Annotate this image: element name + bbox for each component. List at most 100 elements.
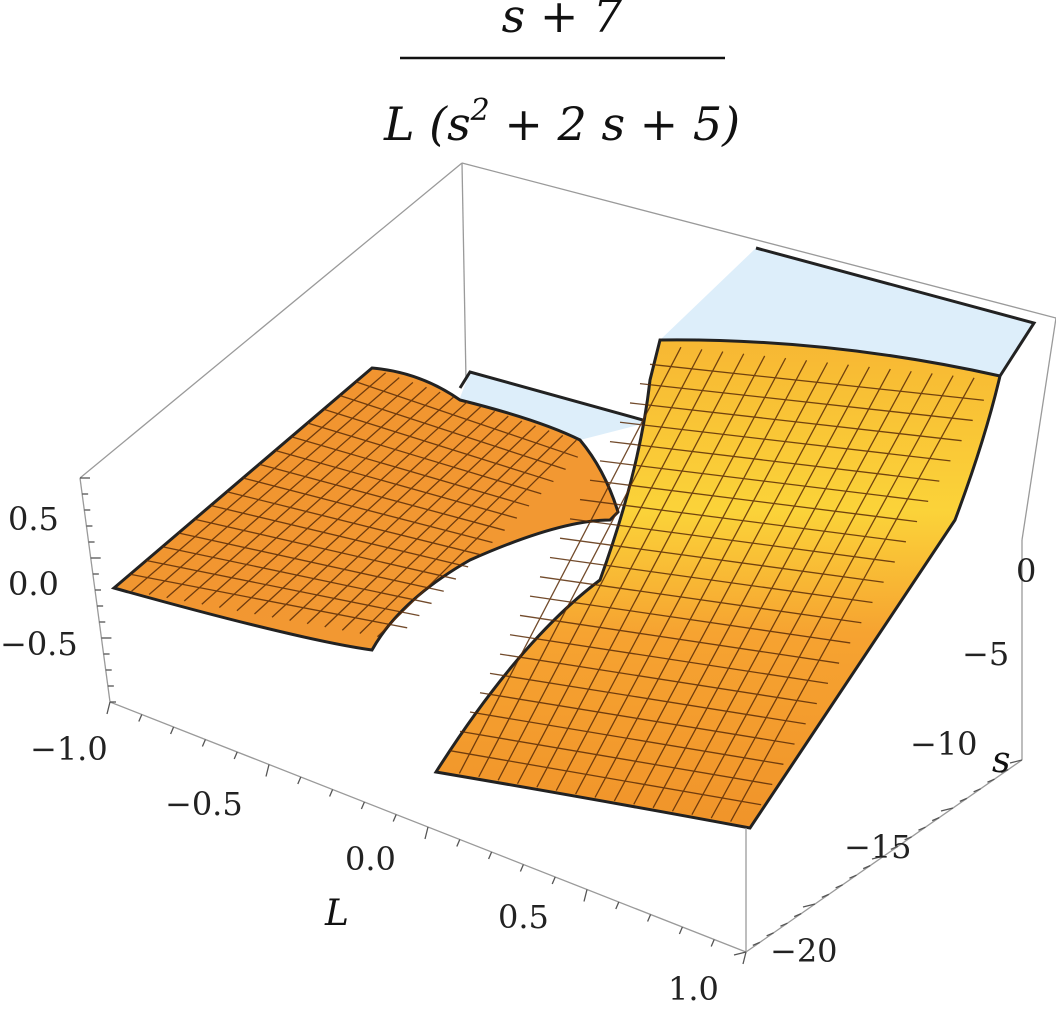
tick-mark (918, 826, 926, 831)
tick-mark (519, 864, 524, 872)
tick-mark (138, 714, 143, 722)
mesh-line (479, 692, 795, 745)
mesh-line (619, 421, 951, 462)
mesh-line (569, 518, 895, 563)
tick-mark (233, 751, 238, 760)
tick-mark (733, 951, 747, 956)
mesh-line (194, 518, 457, 580)
mesh-line (355, 381, 579, 458)
s-tick-label: −10 (910, 725, 978, 763)
tick-mark (973, 788, 981, 793)
tick-marks (80, 477, 1023, 965)
tick-mark (360, 801, 365, 810)
tick-mark (793, 913, 802, 918)
mesh-line (275, 449, 518, 519)
right-surface (433, 338, 1002, 830)
tick-mark (456, 839, 461, 847)
s-axis-label: s (992, 740, 1010, 781)
s-tick-label: −5 (962, 635, 1009, 673)
z-tick-label: −0.5 (0, 625, 78, 663)
mesh-line (226, 491, 481, 556)
tick-mark (297, 776, 302, 785)
mesh-line (549, 556, 873, 604)
tick-mark (170, 726, 175, 735)
l-tick-label: −1.0 (30, 730, 108, 768)
l-tick-label: 1.0 (668, 970, 719, 1008)
tick-mark (849, 874, 857, 879)
mesh-line (459, 730, 773, 786)
mesh-line (339, 394, 566, 470)
tick-mark (959, 797, 968, 802)
title-denominator-rest: + 2 s + 5) (490, 97, 740, 151)
tick-mark (904, 836, 912, 841)
z-tick-label: 0.0 (8, 565, 59, 603)
mesh-line (609, 440, 940, 482)
tick-mark (890, 845, 899, 850)
mesh-line (130, 573, 408, 629)
tick-mark (265, 764, 270, 777)
z-tick-label: 0.5 (8, 500, 59, 538)
mesh-line (210, 504, 469, 568)
tick-mark (931, 817, 940, 822)
mesh-line (291, 436, 530, 507)
tick-mark (766, 932, 774, 937)
mesh-line (449, 750, 762, 806)
tick-mark (106, 701, 111, 715)
tick-mark (871, 855, 885, 860)
left-clip-edge (458, 370, 651, 424)
l-axis-label: L (324, 893, 349, 934)
tick-mark (647, 914, 652, 922)
tick-mark (551, 876, 556, 885)
right-clip-edge (755, 246, 1037, 377)
tick-mark (742, 951, 747, 965)
mesh-line (323, 408, 554, 483)
mesh-line (178, 532, 444, 592)
l-tick-label: 0.5 (498, 898, 549, 936)
mesh-line (146, 559, 420, 617)
tick-mark (710, 939, 715, 947)
tick-mark (488, 851, 493, 860)
mesh-line (242, 477, 493, 544)
mesh-line (599, 460, 929, 503)
mesh-line (307, 422, 542, 495)
s-tick-label: 0 (1016, 552, 1036, 590)
l-tick-label: −0.5 (165, 785, 243, 823)
l-axis: −1.0 −0.5 0.0 0.5 1.0 L (30, 730, 719, 1008)
tick-mark (835, 884, 843, 889)
tick-mark (940, 807, 954, 812)
title-denominator-prefix: L ( (383, 97, 448, 151)
tick-mark (780, 922, 788, 927)
left-clipped-top (456, 372, 650, 440)
mesh-line (539, 576, 862, 624)
s-tick-label: −20 (770, 932, 838, 970)
mesh-line (579, 498, 906, 543)
mesh-line (649, 363, 984, 401)
tick-mark (862, 865, 871, 870)
mesh-line (519, 614, 840, 664)
tick-mark (802, 903, 816, 908)
mesh-line (589, 479, 918, 523)
mesh-line (499, 653, 817, 705)
mesh-line (258, 463, 505, 531)
tick-mark (615, 901, 620, 910)
mesh-line (639, 382, 973, 422)
left-surface (110, 366, 620, 652)
mesh-line (469, 711, 784, 765)
s-tick-label: −15 (844, 828, 912, 866)
title-denominator-exponent: 2 (470, 93, 490, 128)
tick-mark (201, 739, 206, 747)
mesh-line (559, 537, 884, 583)
title-denominator-s: s (447, 97, 471, 151)
mesh-line (529, 595, 851, 644)
tick-mark (424, 826, 429, 840)
tick-mark (821, 893, 830, 898)
tick-mark (1000, 769, 1009, 774)
title-numerator: s + 7 (502, 0, 623, 43)
title-denominator: L (s2 + 2 s + 5) (383, 93, 740, 151)
z-axis: 0.5 0.0 −0.5 (0, 500, 78, 663)
l-tick-label: 0.0 (345, 840, 396, 878)
tick-mark (329, 789, 334, 797)
tick-mark (392, 814, 397, 822)
chart-title: s + 7 L (s2 + 2 s + 5) (383, 0, 740, 151)
